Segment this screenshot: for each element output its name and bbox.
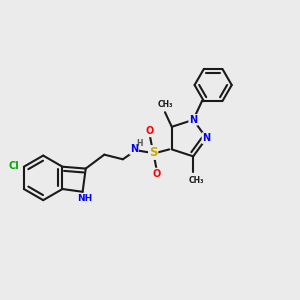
Text: S: S — [149, 146, 158, 159]
Text: Cl: Cl — [9, 161, 19, 171]
Text: H: H — [136, 139, 143, 148]
Text: N: N — [189, 115, 197, 125]
Text: N: N — [130, 144, 138, 154]
Text: O: O — [153, 169, 161, 178]
Text: N: N — [202, 133, 211, 143]
Text: NH: NH — [77, 194, 92, 203]
Text: CH₃: CH₃ — [157, 100, 173, 109]
Text: O: O — [146, 126, 154, 136]
Text: CH₃: CH₃ — [189, 176, 204, 185]
